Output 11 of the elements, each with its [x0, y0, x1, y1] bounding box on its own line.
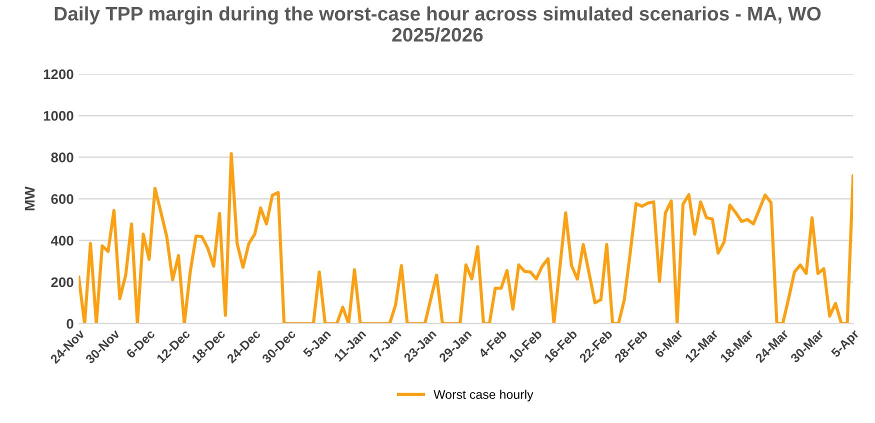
y-tick-label: 1200 [44, 69, 74, 80]
y-tick-label: 800 [51, 152, 74, 162]
y-tick-label: 0 [66, 318, 74, 329]
y-tick-label: 400 [50, 236, 74, 246]
y-axis-title: MW [25, 186, 35, 210]
line-series [78, 152, 854, 324]
legend-label: Worst case hourly [434, 390, 534, 402]
y-tick-label: 200 [51, 277, 74, 288]
y-tick-label: 1000 [44, 110, 74, 121]
chart-title: Daily TPP margin during the worst-case hour across simulated scenarios - MA, WO 2025/2026 [54, 6, 821, 42]
y-tick-label: 600 [51, 194, 74, 204]
